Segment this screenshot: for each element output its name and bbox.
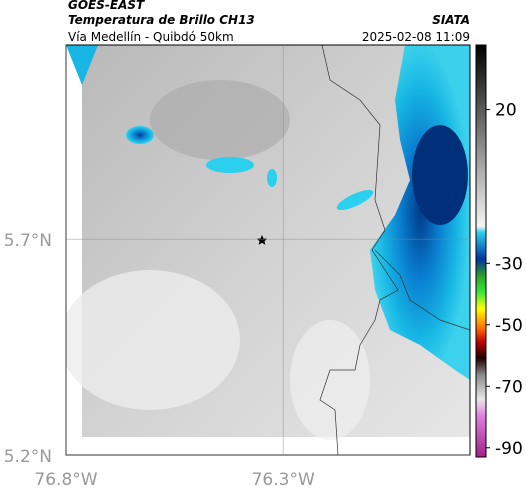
- region: Vía Medellín - Quibdó 50km: [68, 30, 234, 44]
- colorbar-tick-label: 20: [495, 101, 517, 121]
- x-tick-label: 76.3°W: [252, 470, 315, 490]
- datetime: 2025-02-08 11:09: [362, 30, 470, 44]
- x-tick-label: 76.8°W: [34, 470, 97, 490]
- source: GOES-EAST: [68, 0, 145, 12]
- colorbar-tick-label: -30: [495, 254, 523, 274]
- title: Temperatura de Brillo CH13: [68, 13, 255, 27]
- org: SIATA: [432, 13, 470, 27]
- y-tick-label: 5.2°N: [4, 447, 52, 467]
- colorbar-tick-label: -90: [495, 439, 523, 459]
- city-marker: [256, 235, 268, 245]
- imagery: [66, 45, 470, 455]
- colorbar-tick-label: -70: [495, 377, 523, 397]
- colorbar: [475, 44, 487, 458]
- colorbar-tick-label: -50: [495, 316, 523, 336]
- y-tick-label: 5.7°N: [4, 231, 52, 251]
